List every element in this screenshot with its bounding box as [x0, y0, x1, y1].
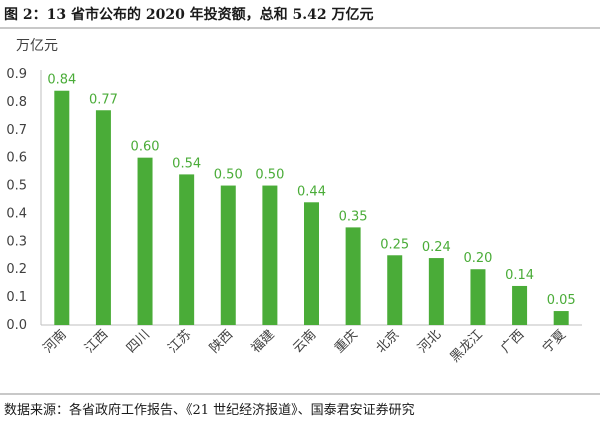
- category-label: 江苏: [165, 327, 195, 357]
- value-label: 0.50: [255, 168, 284, 183]
- bar: [54, 90, 70, 325]
- bottom-rule: [0, 393, 600, 395]
- category-labels: 河南 江西 四川 江苏 陕西 福建 云南 重庆 北京 河北 黑龙江 广西 宁夏: [40, 327, 569, 366]
- y-tick-label: 0.1: [6, 290, 27, 305]
- value-label: 0.20: [463, 251, 492, 266]
- bar: [470, 269, 486, 325]
- y-tick-label: 0.5: [6, 179, 27, 194]
- category-label: 河北: [415, 327, 444, 356]
- y-tick-label: 0.4: [6, 206, 27, 221]
- bar: [262, 185, 278, 325]
- bar: [137, 157, 153, 325]
- value-label: 0.24: [422, 240, 451, 255]
- y-tick-label: 0.8: [6, 95, 27, 110]
- bar: [220, 185, 236, 325]
- bar: [179, 174, 195, 325]
- source-note: 数据来源：各省政府工作报告、《21 世纪经济报道》、国泰君安证券研究: [4, 403, 415, 418]
- value-label: 0.77: [89, 92, 118, 107]
- y-tick-label: 0.0: [6, 318, 27, 333]
- y-tick-labels: 0.0 0.1 0.2 0.3 0.4 0.5 0.6 0.7 0.8 0.9: [6, 67, 27, 333]
- category-label: 重庆: [331, 327, 361, 357]
- bars: [54, 90, 569, 325]
- value-label: 0.14: [505, 268, 534, 283]
- bar: [512, 285, 528, 325]
- bar: [304, 202, 319, 325]
- category-label: 陕西: [207, 327, 236, 356]
- y-tick-label: 0.3: [6, 234, 27, 249]
- value-labels: 0.84 0.77 0.60 0.54 0.50 0.50 0.44 0.35 0.25 0.24…: [47, 73, 575, 308]
- value-label: 0.44: [297, 184, 326, 199]
- category-label: 河南: [40, 327, 70, 357]
- category-label: 江西: [82, 327, 111, 356]
- category-label: 福建: [249, 327, 278, 356]
- top-rule: [0, 27, 600, 29]
- category-label: 宁夏: [539, 327, 569, 357]
- value-label: 0.05: [547, 293, 576, 308]
- value-label: 0.60: [131, 140, 160, 155]
- figure-title: 图 2：13 省市公布的 2020 年投资额，总和 5.42 万亿元: [4, 7, 374, 23]
- bar: [345, 227, 361, 325]
- value-label: 0.25: [380, 237, 409, 252]
- value-label: 0.84: [47, 73, 76, 88]
- y-axis-unit-label: 万亿元: [16, 38, 58, 54]
- category-label: 云南: [290, 327, 320, 357]
- bar: [387, 255, 403, 325]
- y-tick-label: 0.9: [6, 67, 27, 82]
- bar: [553, 311, 569, 325]
- value-label: 0.35: [339, 209, 368, 224]
- y-tick-label: 0.6: [6, 151, 27, 166]
- value-label: 0.54: [172, 156, 201, 171]
- bar: [428, 258, 444, 325]
- bar: [95, 110, 111, 325]
- category-label: 四川: [124, 327, 153, 356]
- y-tick-label: 0.2: [6, 262, 27, 277]
- y-tick-label: 0.7: [6, 123, 27, 138]
- category-label: 黑龙江: [448, 327, 486, 365]
- category-label: 北京: [374, 327, 403, 356]
- bar-chart: 万亿元 0.00.10.20.30.40.50.60.70.80.9 0.840…: [6, 38, 582, 366]
- value-label: 0.50: [214, 168, 243, 183]
- category-label: 广西: [498, 327, 527, 356]
